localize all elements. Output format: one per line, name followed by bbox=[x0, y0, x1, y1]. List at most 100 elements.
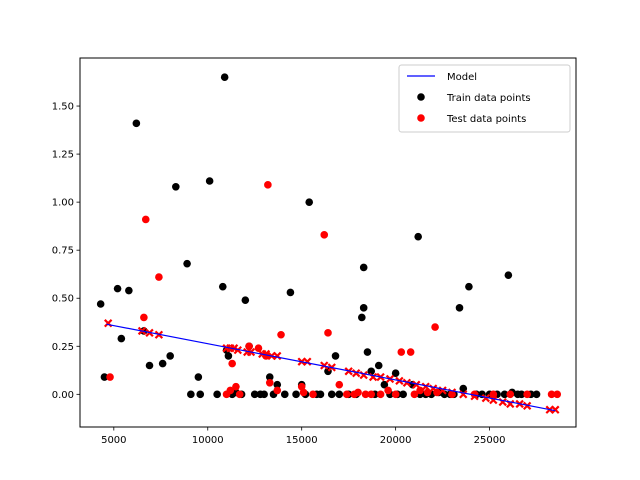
fitted-x-marker bbox=[470, 392, 479, 401]
test-data-point bbox=[410, 390, 419, 399]
test-data-point bbox=[141, 215, 150, 224]
x-marker-stroke bbox=[489, 395, 498, 405]
x-marker-stroke bbox=[359, 370, 368, 380]
test-data-point bbox=[273, 386, 282, 395]
train-data-point bbox=[358, 313, 366, 322]
train-data-point bbox=[292, 390, 300, 399]
train-data-point bbox=[96, 300, 105, 308]
train-data-point bbox=[532, 390, 541, 399]
fitted-x-marker bbox=[551, 405, 560, 414]
test-data-point bbox=[140, 313, 148, 322]
test-data-point bbox=[309, 390, 317, 399]
train-data-point bbox=[172, 182, 180, 191]
test-data-point bbox=[297, 382, 306, 391]
y-tick-label: 0.00 bbox=[52, 390, 74, 401]
fitted-x-marker bbox=[421, 382, 430, 391]
train-data-point bbox=[145, 361, 154, 370]
test-data-point bbox=[397, 348, 406, 356]
x-marker-stroke bbox=[273, 351, 282, 361]
train-data-point bbox=[500, 390, 509, 399]
train-data-point bbox=[241, 296, 250, 304]
train-data-point bbox=[265, 373, 274, 381]
test-data-point bbox=[265, 378, 274, 387]
test-data-point bbox=[376, 390, 385, 399]
x-marker-stroke bbox=[303, 357, 312, 366]
train-data-point bbox=[363, 348, 372, 356]
train-data-point bbox=[391, 369, 400, 377]
x-marker-stroke bbox=[447, 388, 457, 397]
train-data-point bbox=[327, 390, 336, 399]
x-marker-stroke bbox=[412, 380, 421, 389]
x-marker-stroke bbox=[352, 369, 361, 378]
plot-content bbox=[96, 73, 562, 414]
train-data-point bbox=[250, 390, 259, 399]
x-tick-label: 10000 bbox=[192, 435, 224, 446]
train-data-point bbox=[218, 282, 227, 291]
train-data-point bbox=[399, 390, 407, 399]
test-data-point bbox=[155, 273, 163, 281]
train-data-point bbox=[367, 367, 376, 376]
x-marker-stroke bbox=[438, 386, 447, 395]
test-data-point bbox=[299, 388, 308, 397]
fitted-x-marker bbox=[233, 345, 242, 355]
train-data-point bbox=[455, 304, 464, 312]
test-data-point bbox=[361, 390, 370, 399]
test-data-point bbox=[264, 181, 272, 189]
train-data-point bbox=[359, 304, 368, 312]
train-data-point bbox=[194, 373, 203, 381]
y-tick-label: 1.50 bbox=[52, 102, 74, 113]
legend-label: Test data points bbox=[446, 114, 526, 125]
test-data-point bbox=[367, 390, 376, 399]
train-data-point bbox=[504, 271, 513, 279]
test-data-point bbox=[235, 390, 244, 399]
plot-frame bbox=[79, 57, 577, 428]
fitted-x-marker bbox=[273, 351, 282, 361]
train-data-point bbox=[305, 198, 314, 206]
x-marker-stroke bbox=[551, 405, 560, 414]
train-data-point bbox=[125, 286, 133, 295]
x-marker-stroke bbox=[506, 399, 515, 409]
fitted-x-marker bbox=[352, 369, 361, 378]
test-data-point bbox=[254, 344, 263, 353]
fitted-x-marker bbox=[522, 401, 532, 411]
test-data-point bbox=[431, 323, 439, 331]
train-data-point bbox=[213, 390, 221, 399]
x-marker-stroke bbox=[402, 378, 412, 387]
model-line bbox=[106, 323, 556, 412]
test-data-point bbox=[489, 390, 498, 399]
x-marker-stroke bbox=[498, 397, 507, 407]
test-data-point bbox=[523, 390, 531, 399]
train-data-point bbox=[414, 232, 422, 241]
legend-train-dot bbox=[417, 93, 425, 101]
x-marker-stroke bbox=[104, 319, 113, 328]
legend-box bbox=[398, 64, 571, 133]
x-marker-stroke bbox=[233, 345, 242, 355]
fitted-x-marker bbox=[402, 378, 412, 387]
train-data-point bbox=[331, 352, 340, 360]
fitted-x-marker bbox=[320, 361, 329, 370]
train-data-point bbox=[113, 284, 122, 293]
x-marker-stroke bbox=[481, 393, 490, 403]
x-tick-label: 20000 bbox=[380, 435, 412, 446]
x-axis: 5000 10000 15000 20000 25000 bbox=[101, 427, 505, 446]
test-data-point bbox=[354, 388, 362, 397]
train-data-point bbox=[205, 177, 214, 185]
y-tick-label: 0.75 bbox=[52, 246, 74, 257]
legend: Model Train data points Test data points bbox=[398, 64, 571, 133]
train-data-point bbox=[166, 352, 174, 360]
train-data-point bbox=[359, 263, 368, 272]
x-marker-stroke bbox=[459, 390, 468, 399]
y-tick-label: 1.00 bbox=[52, 198, 74, 209]
x-tick-label: 25000 bbox=[474, 435, 506, 446]
x-marker-stroke bbox=[522, 401, 532, 411]
train-data-point bbox=[260, 390, 268, 399]
train-data-point bbox=[224, 352, 233, 360]
test-data-point bbox=[391, 390, 400, 399]
test-data-point bbox=[547, 390, 556, 399]
train-data-point bbox=[380, 380, 389, 389]
test-data-point bbox=[106, 373, 114, 381]
train-data-point bbox=[220, 73, 229, 82]
train-data-point bbox=[100, 373, 109, 381]
legend-label: Model bbox=[447, 72, 477, 83]
